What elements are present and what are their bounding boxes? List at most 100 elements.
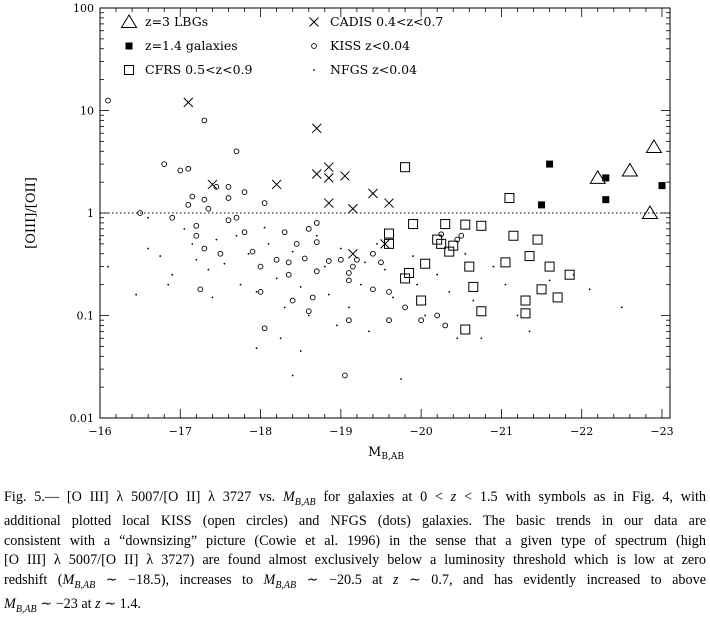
- caption-line: MB,AB ∼ −23 at z ∼ 1.4.: [4, 596, 141, 615]
- data-point-open-circle: [225, 183, 232, 190]
- data-point-open-circle: [177, 167, 184, 174]
- data-point-dot: [384, 268, 386, 271]
- data-point-open-circle: [313, 239, 320, 245]
- data-point-open-square: [552, 292, 563, 303]
- data-point-open-circle: [346, 277, 352, 284]
- data-point-open-square: [468, 281, 479, 292]
- data-point-open-circle: [354, 256, 360, 263]
- x-tick-label: −21: [490, 425, 513, 438]
- y-tick-label: 0.1: [77, 310, 95, 323]
- data-point-open-square: [524, 251, 535, 262]
- data-point-open-circle: [434, 312, 441, 319]
- data-point-dot: [456, 337, 459, 340]
- data-point-dot: [135, 293, 138, 296]
- data-point-cross: [384, 198, 394, 208]
- data-point-cross: [348, 248, 358, 259]
- data-point-open-square: [408, 219, 419, 230]
- legend-label: KISS z<0.04: [330, 38, 410, 53]
- data-point-open-circle: [161, 161, 168, 167]
- x-axis-label: MB,AB: [368, 445, 404, 462]
- data-point-open-circle: [442, 322, 449, 329]
- y-axis-label: [OIII]/[OII]: [24, 177, 39, 249]
- data-point-open-square: [400, 273, 411, 284]
- data-point-open-square: [520, 295, 531, 306]
- data-point-open-circle: [293, 241, 300, 247]
- data-point-dot: [436, 273, 439, 276]
- data-point-open-square: [384, 228, 395, 239]
- data-point-cross: [323, 198, 334, 208]
- data-point-dot: [392, 296, 394, 299]
- data-point-open-circle: [233, 214, 240, 221]
- data-point-triangle: [589, 169, 607, 184]
- data-point-dot: [263, 226, 266, 229]
- data-point-open-circle: [370, 250, 376, 257]
- series-open-circle: [105, 97, 465, 379]
- data-point-cross: [271, 179, 282, 190]
- data-point-cross: [183, 97, 194, 108]
- data-point-open-circle: [241, 229, 248, 236]
- legend-marker-open-circle: [311, 43, 317, 49]
- data-point-open-circle: [257, 263, 264, 270]
- data-point-open-square: [544, 261, 555, 272]
- data-point-open-circle: [418, 317, 424, 324]
- data-point-dot: [239, 283, 242, 286]
- y-tick-label: 0.01: [70, 412, 95, 425]
- legend: z=3 LBGs z=1.4 galaxies CFRS 0.5<z<0.9 CADI…: [120, 14, 443, 77]
- series-triangle: [589, 139, 663, 219]
- y-tick-label: 100: [73, 2, 94, 15]
- data-point-dot: [335, 324, 338, 327]
- data-point-dot: [183, 227, 186, 230]
- data-point-filled-square: [602, 174, 610, 182]
- data-point-dot: [620, 306, 623, 309]
- data-point-cross: [323, 162, 334, 173]
- x-tick-label: −18: [249, 425, 272, 438]
- data-point-dot: [307, 314, 310, 317]
- data-point-open-circle: [438, 231, 445, 238]
- data-point-open-square: [536, 284, 547, 295]
- x-tick-label: −17: [169, 425, 192, 438]
- data-points: [99, 97, 666, 380]
- data-point-dot: [492, 265, 495, 268]
- data-point-open-circle: [213, 183, 220, 190]
- data-point-open-circle: [346, 317, 352, 324]
- data-point-open-circle: [249, 248, 256, 255]
- data-point-dot: [360, 283, 362, 286]
- data-point-dot: [323, 265, 326, 268]
- data-point-open-circle: [325, 258, 332, 264]
- data-point-cross: [311, 169, 322, 179]
- data-point-dot: [207, 268, 210, 271]
- data-point-open-square: [464, 261, 475, 272]
- data-point-dot: [107, 265, 109, 268]
- data-point-open-circle: [378, 259, 384, 266]
- data-point-dot: [211, 296, 214, 299]
- data-point-dot: [283, 306, 286, 309]
- data-point-open-circle: [386, 317, 392, 324]
- data-point-open-circle: [257, 289, 264, 295]
- data-point-dot: [327, 293, 330, 296]
- data-point-open-circle: [337, 256, 344, 263]
- data-point-dot: [368, 330, 370, 333]
- y-tick-label: 10: [80, 105, 94, 118]
- data-point-dot: [572, 273, 575, 276]
- data-point-open-circle: [193, 232, 200, 239]
- data-point-open-circle: [458, 232, 465, 239]
- caption-line: additional plotted local KISS (open circ…: [4, 513, 706, 530]
- data-point-dot: [267, 242, 270, 245]
- data-point-open-square: [500, 257, 511, 268]
- data-point-open-square: [400, 162, 411, 173]
- series-open-square: [384, 162, 575, 335]
- data-point-open-circle: [185, 165, 192, 172]
- data-point-open-circle: [233, 148, 240, 155]
- legend-label: z=1.4 galaxies: [145, 38, 238, 53]
- data-point-dot: [195, 258, 198, 261]
- data-point-dot: [255, 290, 258, 293]
- data-point-open-circle: [225, 217, 232, 224]
- data-point-dot: [191, 242, 194, 245]
- data-point-open-circle: [313, 268, 320, 275]
- legend-label: CADIS 0.4<z<0.7: [330, 14, 443, 29]
- series-cross: [183, 97, 394, 259]
- x-tick-label: −16: [88, 425, 111, 438]
- data-point-open-circle: [217, 250, 224, 257]
- data-point-filled-square: [546, 160, 554, 168]
- data-point-open-square: [440, 219, 451, 230]
